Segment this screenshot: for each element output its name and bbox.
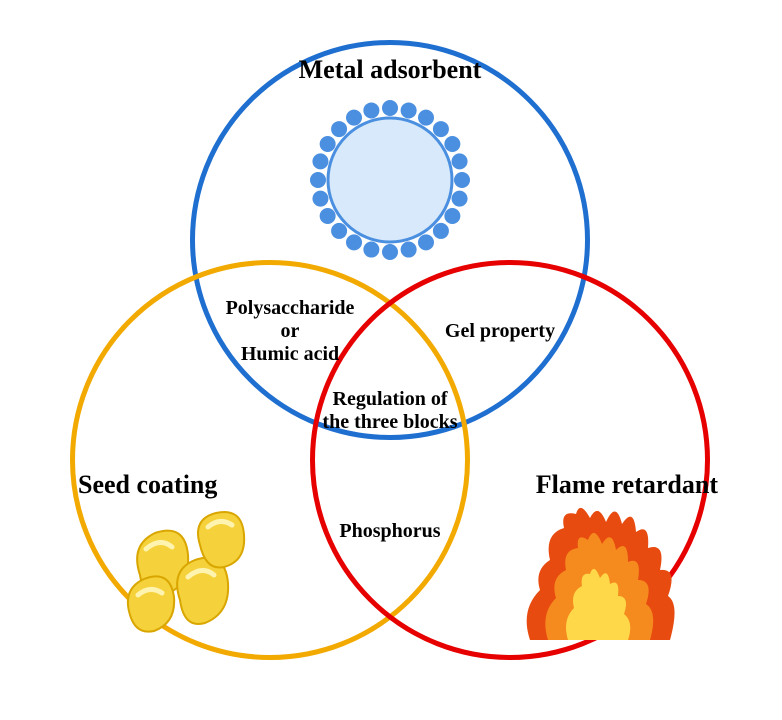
region-top-left-line3: Humic acid: [241, 343, 339, 365]
region-bottom-line1: Phosphorus: [339, 520, 440, 542]
region-center-line1: Regulation of: [333, 388, 448, 410]
region-top-left: Polysaccharide or Humic acid: [195, 297, 385, 366]
region-center: Regulation of the three blocks: [300, 388, 480, 434]
seeds-icon: [110, 505, 270, 645]
title-flame-retardant: Flame retardant: [498, 470, 718, 500]
region-top-right: Gel property: [420, 320, 580, 343]
flame-icon: [520, 500, 680, 650]
region-center-line2: the three blocks: [322, 411, 457, 433]
venn-diagram-stage: Metal adsorbent Seed coating Flame retar…: [0, 0, 782, 720]
title-seed-coating: Seed coating: [78, 470, 278, 500]
region-bottom: Phosphorus: [310, 520, 470, 543]
region-top-right-line1: Gel property: [445, 320, 555, 342]
micelle-icon: [300, 90, 480, 270]
region-top-left-line2: or: [281, 320, 300, 342]
title-metal-adsorbent: Metal adsorbent: [240, 55, 540, 85]
region-top-left-line1: Polysaccharide: [226, 297, 355, 319]
